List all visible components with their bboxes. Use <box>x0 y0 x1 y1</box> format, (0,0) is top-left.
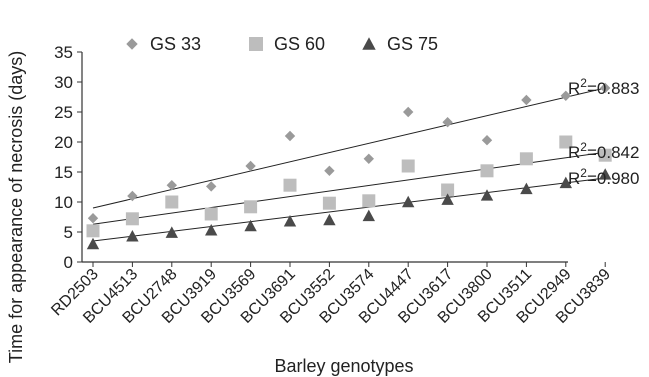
data-point <box>441 183 455 197</box>
data-point <box>362 194 376 208</box>
data-point <box>520 182 533 195</box>
data-point <box>244 200 258 214</box>
data-point <box>323 213 336 226</box>
r2-label: R2=0.883 <box>568 76 639 98</box>
r2-label: R2=0.980 <box>568 166 639 188</box>
y-tick-label: 10 <box>54 193 73 212</box>
data-point <box>127 190 138 202</box>
axes: 05101520253035RD2503BCU4513BCU2748BCU391… <box>48 43 614 327</box>
data-point <box>402 195 415 208</box>
trend-lines <box>92 87 606 242</box>
y-tick-label: 20 <box>54 133 73 152</box>
data-point <box>480 189 494 201</box>
data-point <box>322 196 336 210</box>
y-tick-label: 5 <box>64 223 73 242</box>
data-point <box>481 135 493 146</box>
legend-marker <box>249 37 263 51</box>
data-point <box>283 178 297 192</box>
data-point <box>165 226 178 238</box>
data-point <box>244 219 257 232</box>
trend-line <box>92 151 606 225</box>
data-point <box>598 148 612 162</box>
data-point <box>206 181 217 192</box>
legend-marker <box>126 38 138 50</box>
data-point <box>401 159 415 173</box>
data-point <box>599 168 612 180</box>
y-tick-label: 15 <box>54 163 73 182</box>
r2-labels: R2=0.883 R2=0.842 R2=0.980 <box>568 76 639 188</box>
legend-label: GS 33 <box>150 34 201 54</box>
data-point <box>521 94 532 106</box>
r2-label: R2=0.842 <box>568 140 639 162</box>
data-point <box>403 106 414 118</box>
data-point <box>324 165 335 176</box>
data-point <box>245 160 256 172</box>
data-point <box>600 82 611 94</box>
trend-line <box>92 177 606 242</box>
x-axis-title: Barley genotypes <box>274 356 413 376</box>
legend-label: GS 60 <box>274 34 325 54</box>
legend-label: GS 75 <box>387 34 438 54</box>
data-point <box>442 117 453 128</box>
data-point <box>480 164 494 178</box>
data-point <box>283 215 297 227</box>
y-axis-title: Time for appearance of necrosis (days) <box>6 51 26 363</box>
data-point <box>126 230 139 242</box>
data-point <box>519 152 533 166</box>
data-point <box>165 195 179 209</box>
data-point <box>559 176 572 189</box>
data-point <box>86 237 100 250</box>
y-tick-label: 30 <box>54 73 73 92</box>
data-point <box>559 135 573 149</box>
y-tick-label: 25 <box>54 103 73 122</box>
y-tick-label: 0 <box>64 253 73 272</box>
data-point <box>284 130 296 142</box>
trend-line <box>92 87 606 209</box>
legend-marker <box>362 37 376 50</box>
data-point <box>86 224 100 238</box>
data-point <box>560 90 571 101</box>
data-point <box>87 213 99 224</box>
data-point <box>166 180 177 191</box>
data-point <box>362 209 375 222</box>
data-point <box>363 153 374 164</box>
data-point <box>205 224 218 236</box>
data-point <box>125 212 139 226</box>
data-points <box>86 82 612 250</box>
y-tick-label: 35 <box>54 43 73 62</box>
legend: GS 33 GS 60 GS 75 <box>126 34 438 54</box>
data-point <box>441 193 454 205</box>
data-point <box>204 207 218 221</box>
